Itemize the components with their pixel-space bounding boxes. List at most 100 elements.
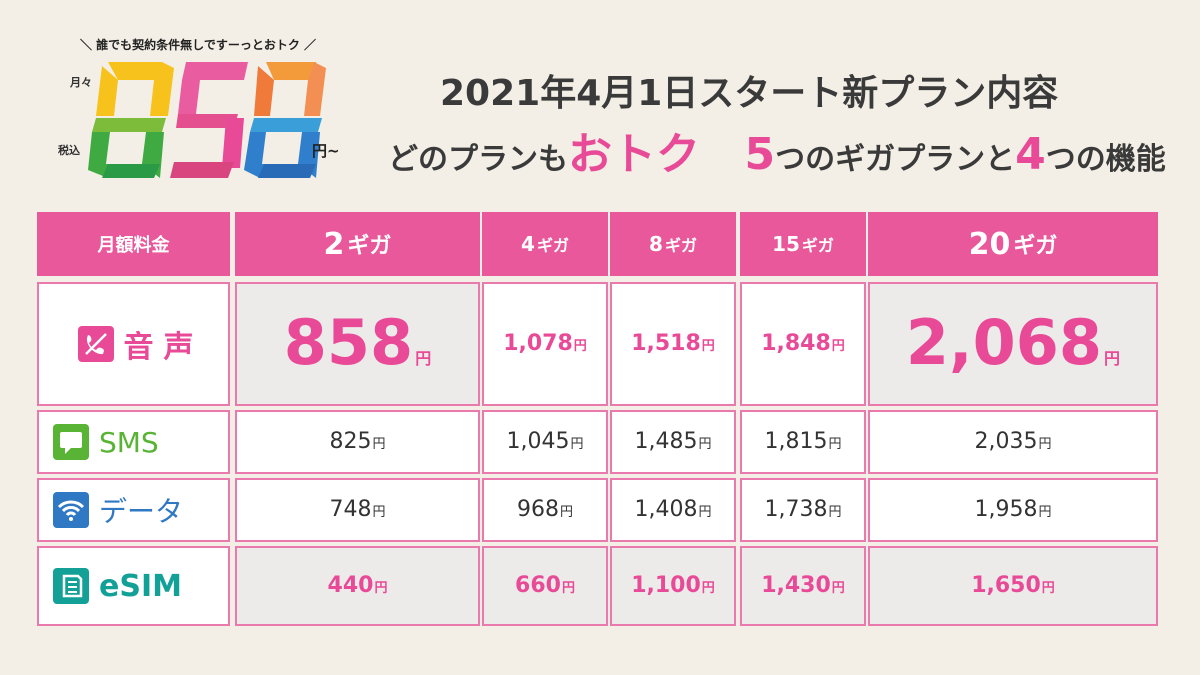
price-yen-unit: 円 (701, 581, 715, 596)
price-yen-unit: 円 (372, 437, 386, 452)
price-yen-unit: 円 (372, 505, 386, 520)
plan-gb-value: 2 (323, 226, 345, 262)
price-amount: 1,408 (634, 497, 698, 522)
price-cell: 1,100円 (610, 546, 736, 626)
chat-bubble-icon (53, 424, 89, 460)
price-cell: 825円 (235, 410, 480, 474)
price-yen-unit: 円 (1104, 348, 1121, 368)
header-plan-2giga: 2 ギガ (235, 212, 480, 276)
price-cell: 1,848円 (740, 282, 866, 406)
price-yen-unit: 円 (831, 339, 845, 354)
price-cell: 1,738円 (740, 478, 866, 542)
header-plan-8giga: 8 ギガ (610, 212, 736, 276)
price-cell: 1,650円 (868, 546, 1158, 626)
price-value: 1,078円 (503, 331, 587, 357)
plan-gb-unit: ギガ (664, 236, 697, 255)
subtitle-part1: どのプランも (388, 142, 568, 177)
row-label-esim: eSIM (37, 546, 230, 626)
price-amount: 660 (515, 573, 561, 598)
price-value: 1,408円 (635, 497, 712, 523)
price-value: 440円 (328, 573, 388, 599)
row-label-text: データ (99, 495, 184, 528)
plan-gb-value: 20 (968, 226, 1011, 262)
price-cell: 1,958円 (868, 478, 1158, 542)
subtitle-four: 4 (1015, 129, 1046, 180)
price-amount: 1,738 (764, 497, 828, 522)
brand-logo: ＼ 誰でも契約条件無しですーっとおトク ／ 月々 税込 円~ (40, 36, 360, 186)
price-value: 968円 (517, 497, 573, 523)
header-monthly-fee: 月額料金 (37, 212, 230, 276)
price-value: 2,068 円 (906, 306, 1120, 383)
price-amount: 1,100 (631, 573, 701, 598)
price-yen-unit: 円 (1038, 437, 1052, 452)
price-value: 1,650円 (971, 573, 1055, 599)
price-yen-unit: 円 (698, 437, 712, 452)
price-cell: 1,045円 (482, 410, 608, 474)
price-amount: 1,078 (503, 331, 573, 356)
price-value: 1,430円 (761, 573, 845, 599)
price-value: 2,035円 (975, 429, 1052, 455)
price-value: 660円 (515, 573, 575, 599)
price-value: 858 円 (284, 306, 431, 383)
price-cell: 440円 (235, 546, 480, 626)
row-label-voice: 音声 (37, 282, 230, 406)
price-value: 1,815円 (765, 429, 842, 455)
logo-month-label: 月々 (70, 76, 92, 89)
price-value: 825円 (329, 429, 385, 455)
logo-858-digits (88, 62, 326, 178)
price-amount: 1,650 (971, 573, 1041, 598)
price-yen-unit: 円 (374, 581, 388, 596)
subtitle-part2: つのギガプランと (775, 142, 1016, 177)
price-amount: 440 (327, 573, 374, 598)
price-amount: 968 (516, 497, 559, 522)
price-amount: 825 (329, 429, 372, 454)
price-amount: 858 (283, 305, 414, 379)
price-amount: 1,815 (764, 429, 828, 454)
price-cell: 1,078円 (482, 282, 608, 406)
price-amount: 748 (329, 497, 372, 522)
plan-gb-value: 15 (772, 232, 800, 256)
price-value: 1,848円 (761, 331, 845, 357)
logo-yen-suffix: 円~ (312, 142, 340, 160)
price-value: 1,100円 (631, 573, 715, 599)
price-cell: 748円 (235, 478, 480, 542)
phone-slash-icon (77, 326, 114, 362)
price-value: 1,045円 (507, 429, 584, 455)
row-label-text: 音声 (123, 330, 204, 365)
price-cell: 2,035円 (868, 410, 1158, 474)
price-amount: 1,958 (974, 497, 1038, 522)
price-value: 1,958円 (975, 497, 1052, 523)
price-cell: 2,068 円 (868, 282, 1158, 406)
price-yen-unit: 円 (570, 437, 584, 452)
price-yen-unit: 円 (1041, 581, 1055, 596)
page-title: 2021年4月1日スタート新プラン内容 (440, 73, 1059, 114)
plan-gb-unit: ギガ (801, 236, 834, 255)
plan-gb-unit: ギガ (536, 236, 569, 255)
price-cell: 1,485円 (610, 410, 736, 474)
price-yen-unit: 円 (1038, 505, 1052, 520)
logo-tax-label: 税込 (58, 144, 80, 157)
price-yen-unit: 円 (828, 505, 842, 520)
price-cell: 1,518円 (610, 282, 736, 406)
price-amount: 1,045 (506, 429, 570, 454)
plan-gb-unit: ギガ (347, 234, 392, 259)
price-yen-unit: 円 (701, 339, 715, 354)
price-amount: 1,848 (761, 331, 831, 356)
price-value: 748円 (329, 497, 385, 523)
price-cell: 1,815円 (740, 410, 866, 474)
price-value: 1,485円 (635, 429, 712, 455)
price-yen-unit: 円 (698, 505, 712, 520)
price-cell: 660円 (482, 546, 608, 626)
subtitle-five: 5 (744, 129, 776, 180)
subtitle-otoku: おトク (568, 129, 700, 180)
page-subtitle: どのプランもおトク 5つのギガプランと4つの機能 (388, 118, 1166, 182)
price-yen-unit: 円 (831, 581, 845, 596)
price-value: 1,738円 (765, 497, 842, 523)
header-plan-15giga: 15 ギガ (740, 212, 866, 276)
price-value: 1,518円 (631, 331, 715, 357)
plan-gb-value: 4 (521, 232, 535, 256)
logo-tagline: ＼ 誰でも契約条件無しですーっとおトク ／ (80, 38, 316, 52)
row-label-text: SMS (99, 425, 159, 459)
price-cell: 1,408円 (610, 478, 736, 542)
price-cell: 858 円 (235, 282, 480, 406)
